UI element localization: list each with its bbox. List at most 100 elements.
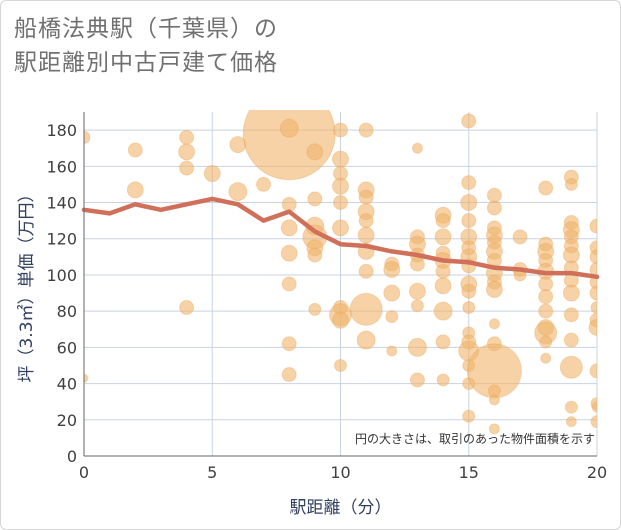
y-tick-label: 180	[46, 121, 77, 140]
bubble-point	[559, 355, 583, 379]
y-tick-label: 160	[46, 157, 77, 176]
y-tick-label: 140	[46, 194, 77, 213]
bubble-point	[588, 318, 597, 336]
y-tick-label: 60	[57, 338, 77, 357]
bubble-point	[539, 335, 553, 349]
bubble-point	[461, 213, 477, 229]
bubble-point	[383, 284, 401, 302]
bubble-point	[306, 143, 324, 161]
bubble-point	[358, 122, 374, 138]
x-tick-label: 10	[330, 463, 350, 482]
bubble-point	[486, 200, 502, 216]
bubble-point	[435, 263, 451, 279]
bubble-point	[334, 358, 347, 372]
bubble-point	[590, 301, 597, 315]
bubble-point	[488, 394, 500, 406]
y-tick-label: 0	[67, 447, 77, 466]
bubble-point	[409, 372, 425, 388]
y-tick-label: 80	[57, 302, 77, 321]
bubble-point	[84, 130, 91, 144]
bubble-point	[434, 277, 452, 295]
chart-title-line-2: 駅距離別中古戸建て価格	[14, 50, 278, 76]
bubble-point	[589, 249, 597, 265]
bubble-point	[462, 409, 476, 423]
y-tick-label: 20	[57, 411, 77, 430]
x-axis-label: 駅距離（分）	[290, 498, 392, 518]
bubble-point	[256, 176, 272, 192]
bubble-point	[435, 213, 451, 229]
bubble-point	[435, 334, 451, 350]
bubble-point	[540, 352, 552, 364]
bubble-point	[486, 187, 502, 203]
bubble-point	[179, 300, 195, 316]
bubble-point	[332, 219, 349, 237]
bubble-point	[589, 218, 597, 234]
bubble-point	[126, 181, 144, 199]
bubble-point	[538, 303, 554, 319]
bubble-point	[127, 142, 143, 158]
x-tick-label: 20	[587, 463, 607, 482]
bubble-point	[332, 150, 349, 168]
y-axis-label: 坪（3.3㎡）単価（万円）	[17, 185, 37, 382]
bubble-point	[332, 311, 349, 329]
average-price-trend-line	[81, 196, 600, 280]
bubble-point	[411, 142, 423, 154]
bubble-point	[589, 262, 597, 278]
bubble-point	[358, 189, 374, 205]
bubble-point	[434, 228, 452, 246]
y-tick-label: 120	[46, 230, 77, 249]
bubble-point	[589, 363, 597, 379]
bubble-point	[407, 337, 427, 357]
bubble-point	[386, 345, 398, 357]
bubble-point	[357, 226, 375, 244]
y-tick-label: 40	[57, 375, 77, 394]
bubble-point	[358, 263, 374, 279]
bubble-point	[591, 401, 597, 413]
bubble-point	[565, 416, 577, 428]
bubble-point	[461, 175, 477, 191]
bubble-point	[84, 373, 89, 383]
bubble-point	[563, 332, 579, 348]
bubble-point	[385, 310, 399, 324]
bubble-point	[333, 195, 348, 211]
y-tick-label: 100	[46, 266, 77, 285]
bubble-point	[538, 276, 554, 292]
bubble-point	[281, 336, 297, 352]
bubble-point	[332, 177, 349, 195]
bubble-point	[436, 373, 450, 387]
bubble-point	[538, 289, 554, 305]
x-tick-label: 5	[207, 463, 217, 482]
bubble-point	[203, 165, 221, 183]
bubble-point	[408, 282, 426, 300]
bubble-point	[409, 256, 425, 272]
bubble-point	[280, 219, 298, 237]
bubble-point	[178, 143, 196, 161]
bubble-point	[228, 182, 248, 202]
bubble-point	[590, 415, 597, 429]
bubble-point	[358, 213, 374, 229]
chart-title-line-1: 船橋法典駅（千葉県）の	[14, 16, 278, 42]
axes: 0 20 40 60 80 100 120 140 160 180 0 5 10 15 20	[46, 112, 607, 482]
chart-title: 船橋法典駅（千葉県）の 駅距離別中古戸建て価格	[14, 12, 278, 80]
bubble-point	[281, 276, 297, 292]
bubble-point	[280, 244, 298, 262]
bubble-point	[460, 194, 478, 212]
bubble-point	[349, 292, 383, 326]
bubble-point	[333, 122, 348, 138]
bubble-point	[589, 285, 597, 301]
bubble-point	[279, 118, 299, 138]
bubble-point	[461, 283, 477, 299]
trend-line-layer	[81, 196, 600, 280]
bubble-point	[179, 160, 195, 176]
bubble-point	[281, 367, 297, 383]
bubble-point	[433, 301, 453, 321]
bubble-point	[462, 301, 476, 315]
bubble-point	[307, 191, 323, 207]
bubble-point	[461, 113, 477, 129]
x-tick-label: 0	[79, 463, 89, 482]
bubble-point	[410, 299, 424, 313]
bubble-point	[383, 261, 401, 279]
bubble-point	[307, 247, 323, 263]
bubble-point	[356, 330, 376, 350]
